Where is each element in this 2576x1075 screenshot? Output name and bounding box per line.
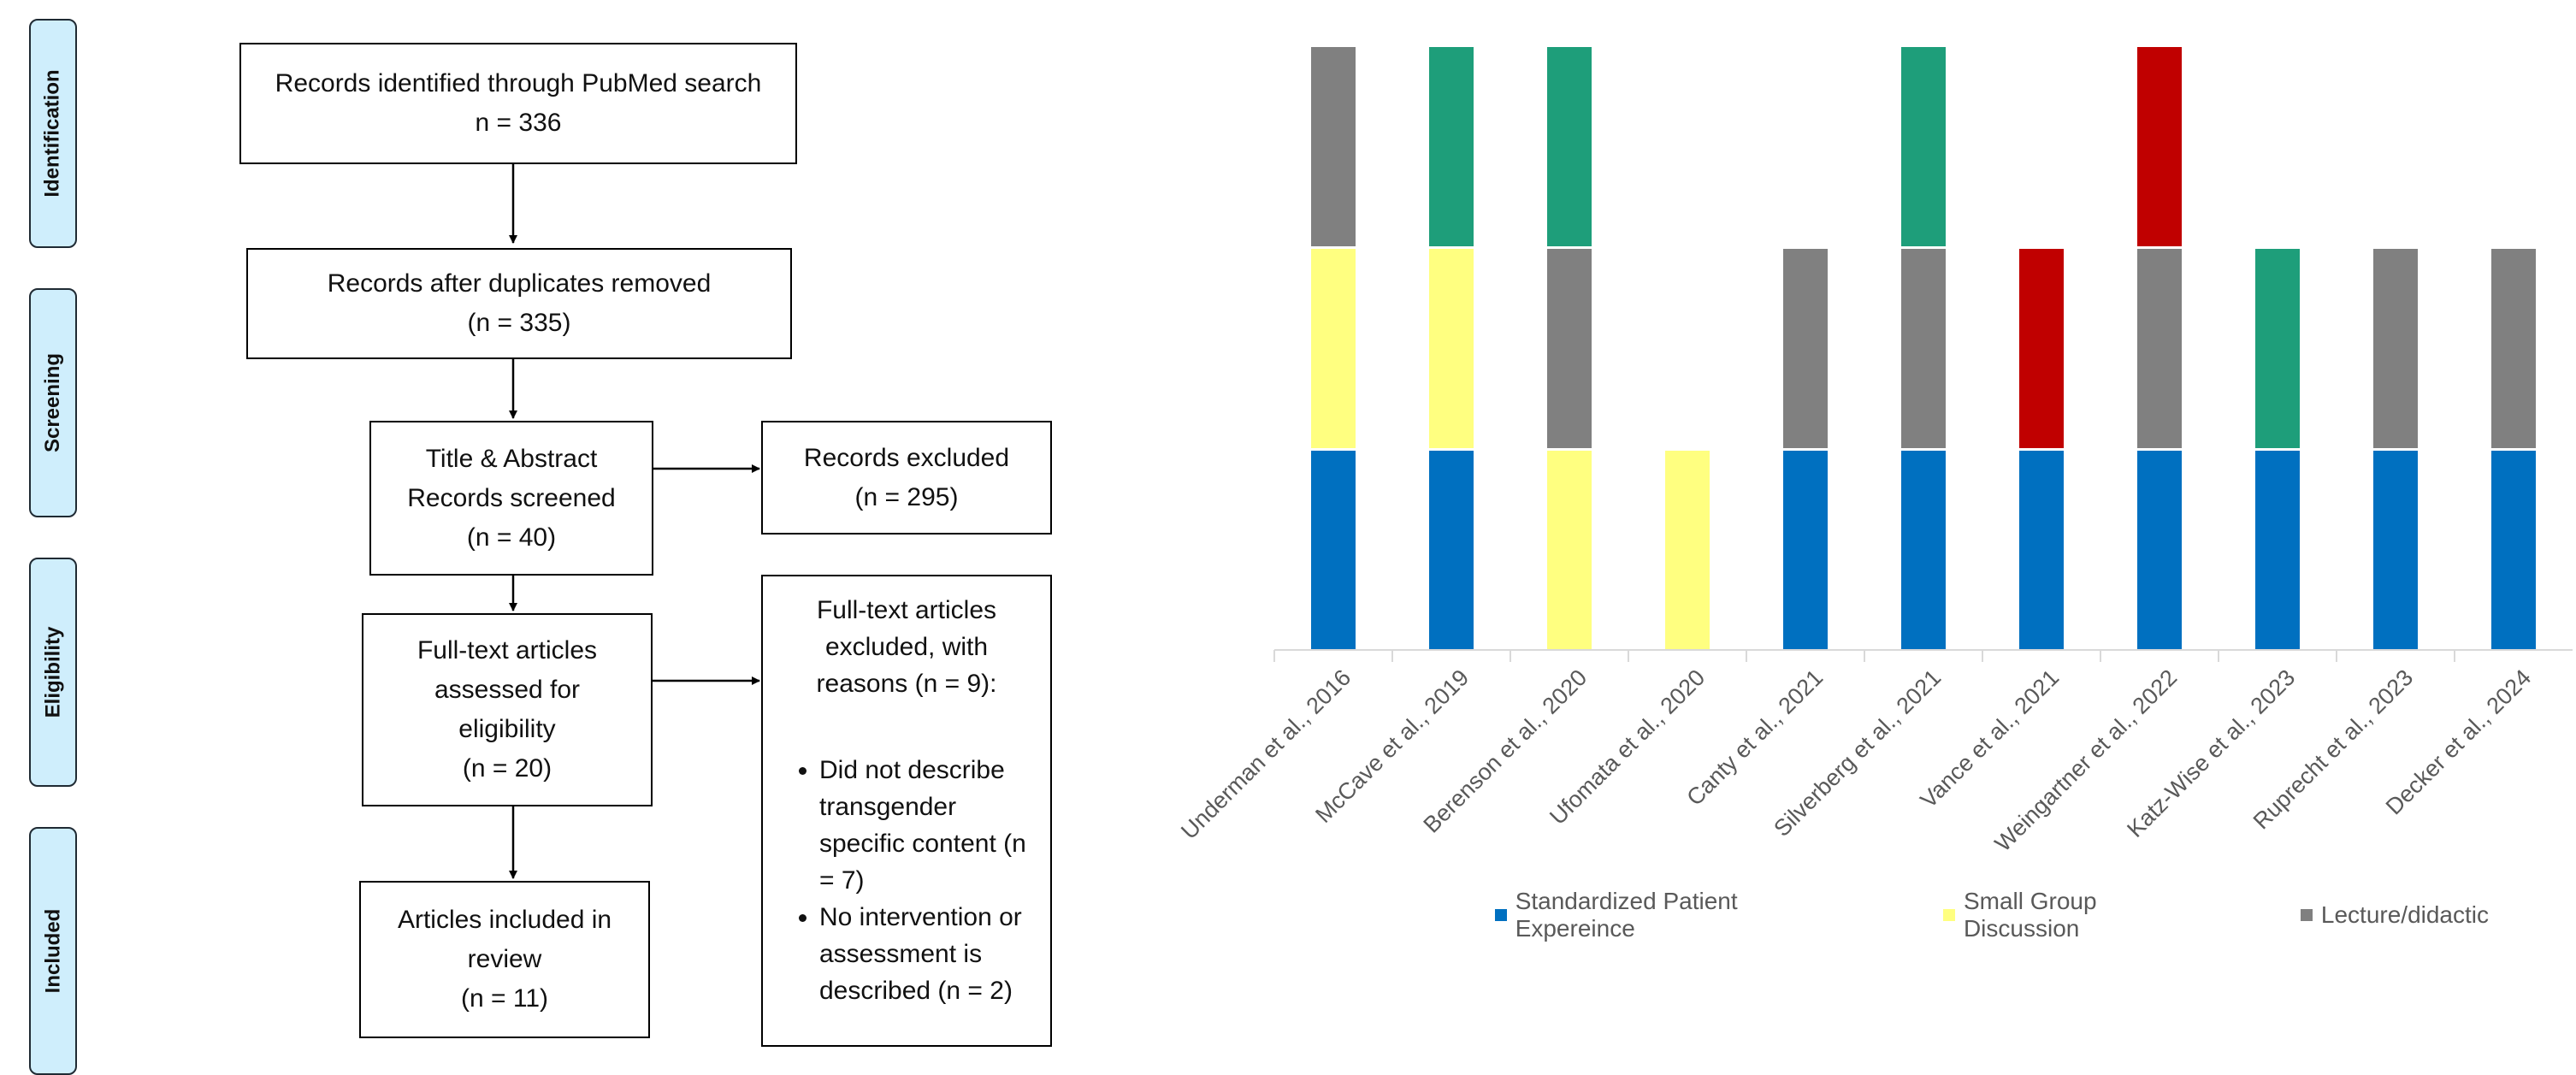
bar-segment — [2373, 451, 2418, 650]
bar-segment — [1429, 451, 1474, 650]
bar-segment — [1547, 47, 1592, 246]
bar-segment — [1311, 451, 1356, 650]
legend-item-small-group: Small Group Discussion — [1943, 888, 2213, 942]
bar-segment — [1665, 451, 1710, 650]
legend-label: Small Group Discussion — [1963, 888, 2097, 942]
legend-label: Lecture/didactic — [2320, 901, 2489, 928]
box-line: assessed for — [434, 676, 581, 704]
stage-screening: Screening — [29, 288, 77, 517]
box-line: excluded, with — [824, 633, 989, 661]
box-line: Articles included in — [397, 906, 612, 934]
box-line: reasons (n = 9): — [816, 670, 997, 698]
bar-segment — [1547, 451, 1592, 650]
box-fulltext-assessed: Full-text articles assessed for eligibil… — [362, 613, 653, 806]
bar-segment — [2019, 249, 2064, 448]
exclusion-reasons-list: Did not describe transgender specific co… — [782, 752, 1031, 1009]
bar-segment — [2137, 47, 2182, 246]
legend-swatch — [2300, 909, 2313, 921]
box-line: (n = 11) — [461, 984, 548, 1013]
box-line: (n = 20) — [462, 754, 552, 783]
stage-identification: Identification — [29, 19, 77, 248]
bar-segment — [2491, 451, 2536, 650]
exclusion-reason: No intervention or assessment is describ… — [819, 899, 1031, 1009]
stage-eligibility: Eligibility — [29, 558, 77, 787]
excluded-heading: Full-text articles excluded, with reason… — [782, 592, 1031, 702]
flow-arrows — [509, 164, 760, 879]
bar-segment — [1311, 47, 1356, 246]
bar-segment — [1547, 249, 1592, 448]
box-records-identified: Records identified through PubMed search… — [239, 43, 797, 164]
bar-segment — [1783, 249, 1828, 448]
box-records-excluded: Records excluded (n = 295) — [761, 421, 1052, 535]
bar-segment — [1901, 249, 1946, 448]
bar-segment — [2373, 249, 2418, 448]
box-line: Full-text articles — [417, 636, 598, 664]
box-line: Records after duplicates removed — [327, 269, 712, 298]
exclusion-reason: Did not describe transgender specific co… — [819, 752, 1031, 899]
bar-segment — [2491, 249, 2536, 448]
bar-segment — [2137, 451, 2182, 650]
box-line: Records screened — [407, 483, 616, 512]
legend-swatch — [1495, 909, 1507, 921]
box-line: Full-text articles — [816, 596, 997, 624]
chart-legend: Standardized Patient Expereince Small Gr… — [1495, 888, 2576, 942]
bar-segment — [1429, 47, 1474, 246]
box-line: review — [467, 945, 542, 973]
box-articles-included: Articles included in review (n = 11) — [359, 881, 650, 1038]
bar-segment — [1901, 47, 1946, 246]
bar-segment — [1783, 451, 1828, 650]
legend-label: Standardized Patient Expereince — [1515, 888, 1738, 942]
box-line: (n = 295) — [854, 482, 959, 511]
box-records-screened: Title & Abstract Records screened (n = 4… — [369, 421, 653, 576]
box-line: eligibility — [458, 715, 556, 743]
box-line: n = 336 — [475, 109, 562, 137]
box-line: (n = 40) — [466, 523, 557, 552]
bar-segment — [2137, 249, 2182, 448]
legend-item-standardized-patient: Standardized Patient Expereince — [1495, 888, 1856, 942]
bar-segment — [2255, 249, 2300, 448]
stage-included: Included — [29, 827, 77, 1075]
box-line: Title & Abstract — [425, 444, 598, 473]
bar-segment — [1901, 451, 1946, 650]
box-records-deduplicated: Records after duplicates removed (n = 33… — [246, 248, 792, 359]
box-fulltext-excluded: Full-text articles excluded, with reason… — [761, 575, 1052, 1047]
bar-segment — [2255, 451, 2300, 650]
box-line: Records identified through PubMed search — [275, 69, 762, 97]
bar-segment — [1311, 249, 1356, 448]
box-line: (n = 335) — [467, 309, 571, 337]
bar-segment — [2019, 451, 2064, 650]
box-line: Records excluded — [803, 443, 1010, 472]
legend-item-lecture: Lecture/didactic — [2300, 901, 2489, 929]
bar-segment — [1429, 249, 1474, 448]
legend-swatch — [1943, 909, 1955, 921]
